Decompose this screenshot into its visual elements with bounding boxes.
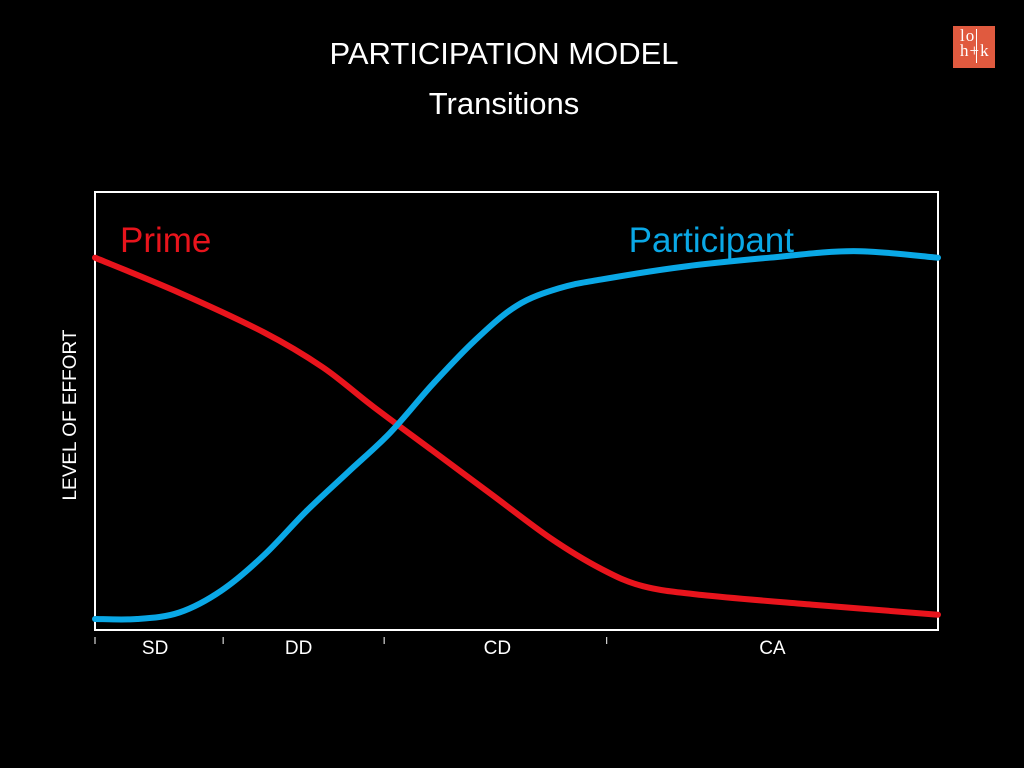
series-line-prime — [92, 254, 941, 618]
series-line-participant — [92, 248, 941, 623]
x-tick-label-cd: CD — [484, 638, 511, 659]
brand-logo: lo h+k — [953, 26, 995, 68]
x-axis-ticks: SD DD CD CA — [94, 637, 786, 659]
logo-line-1: lo — [960, 26, 976, 45]
label-group: Prime Participant — [120, 221, 794, 260]
x-tick-label-ca: CA — [759, 638, 786, 659]
slide-subtitle: Transitions — [428, 86, 580, 121]
x-tick-label-sd: SD — [142, 638, 168, 659]
series-group — [92, 248, 941, 623]
series-label-participant: Participant — [629, 221, 795, 260]
logo-divider — [976, 29, 977, 63]
slide-title: PARTICIPATION MODEL — [329, 36, 679, 71]
x-tick-label-dd: DD — [285, 638, 312, 659]
logo-line-2: h+k — [960, 41, 990, 60]
series-label-prime: Prime — [120, 221, 211, 260]
plot-frame — [94, 191, 939, 631]
